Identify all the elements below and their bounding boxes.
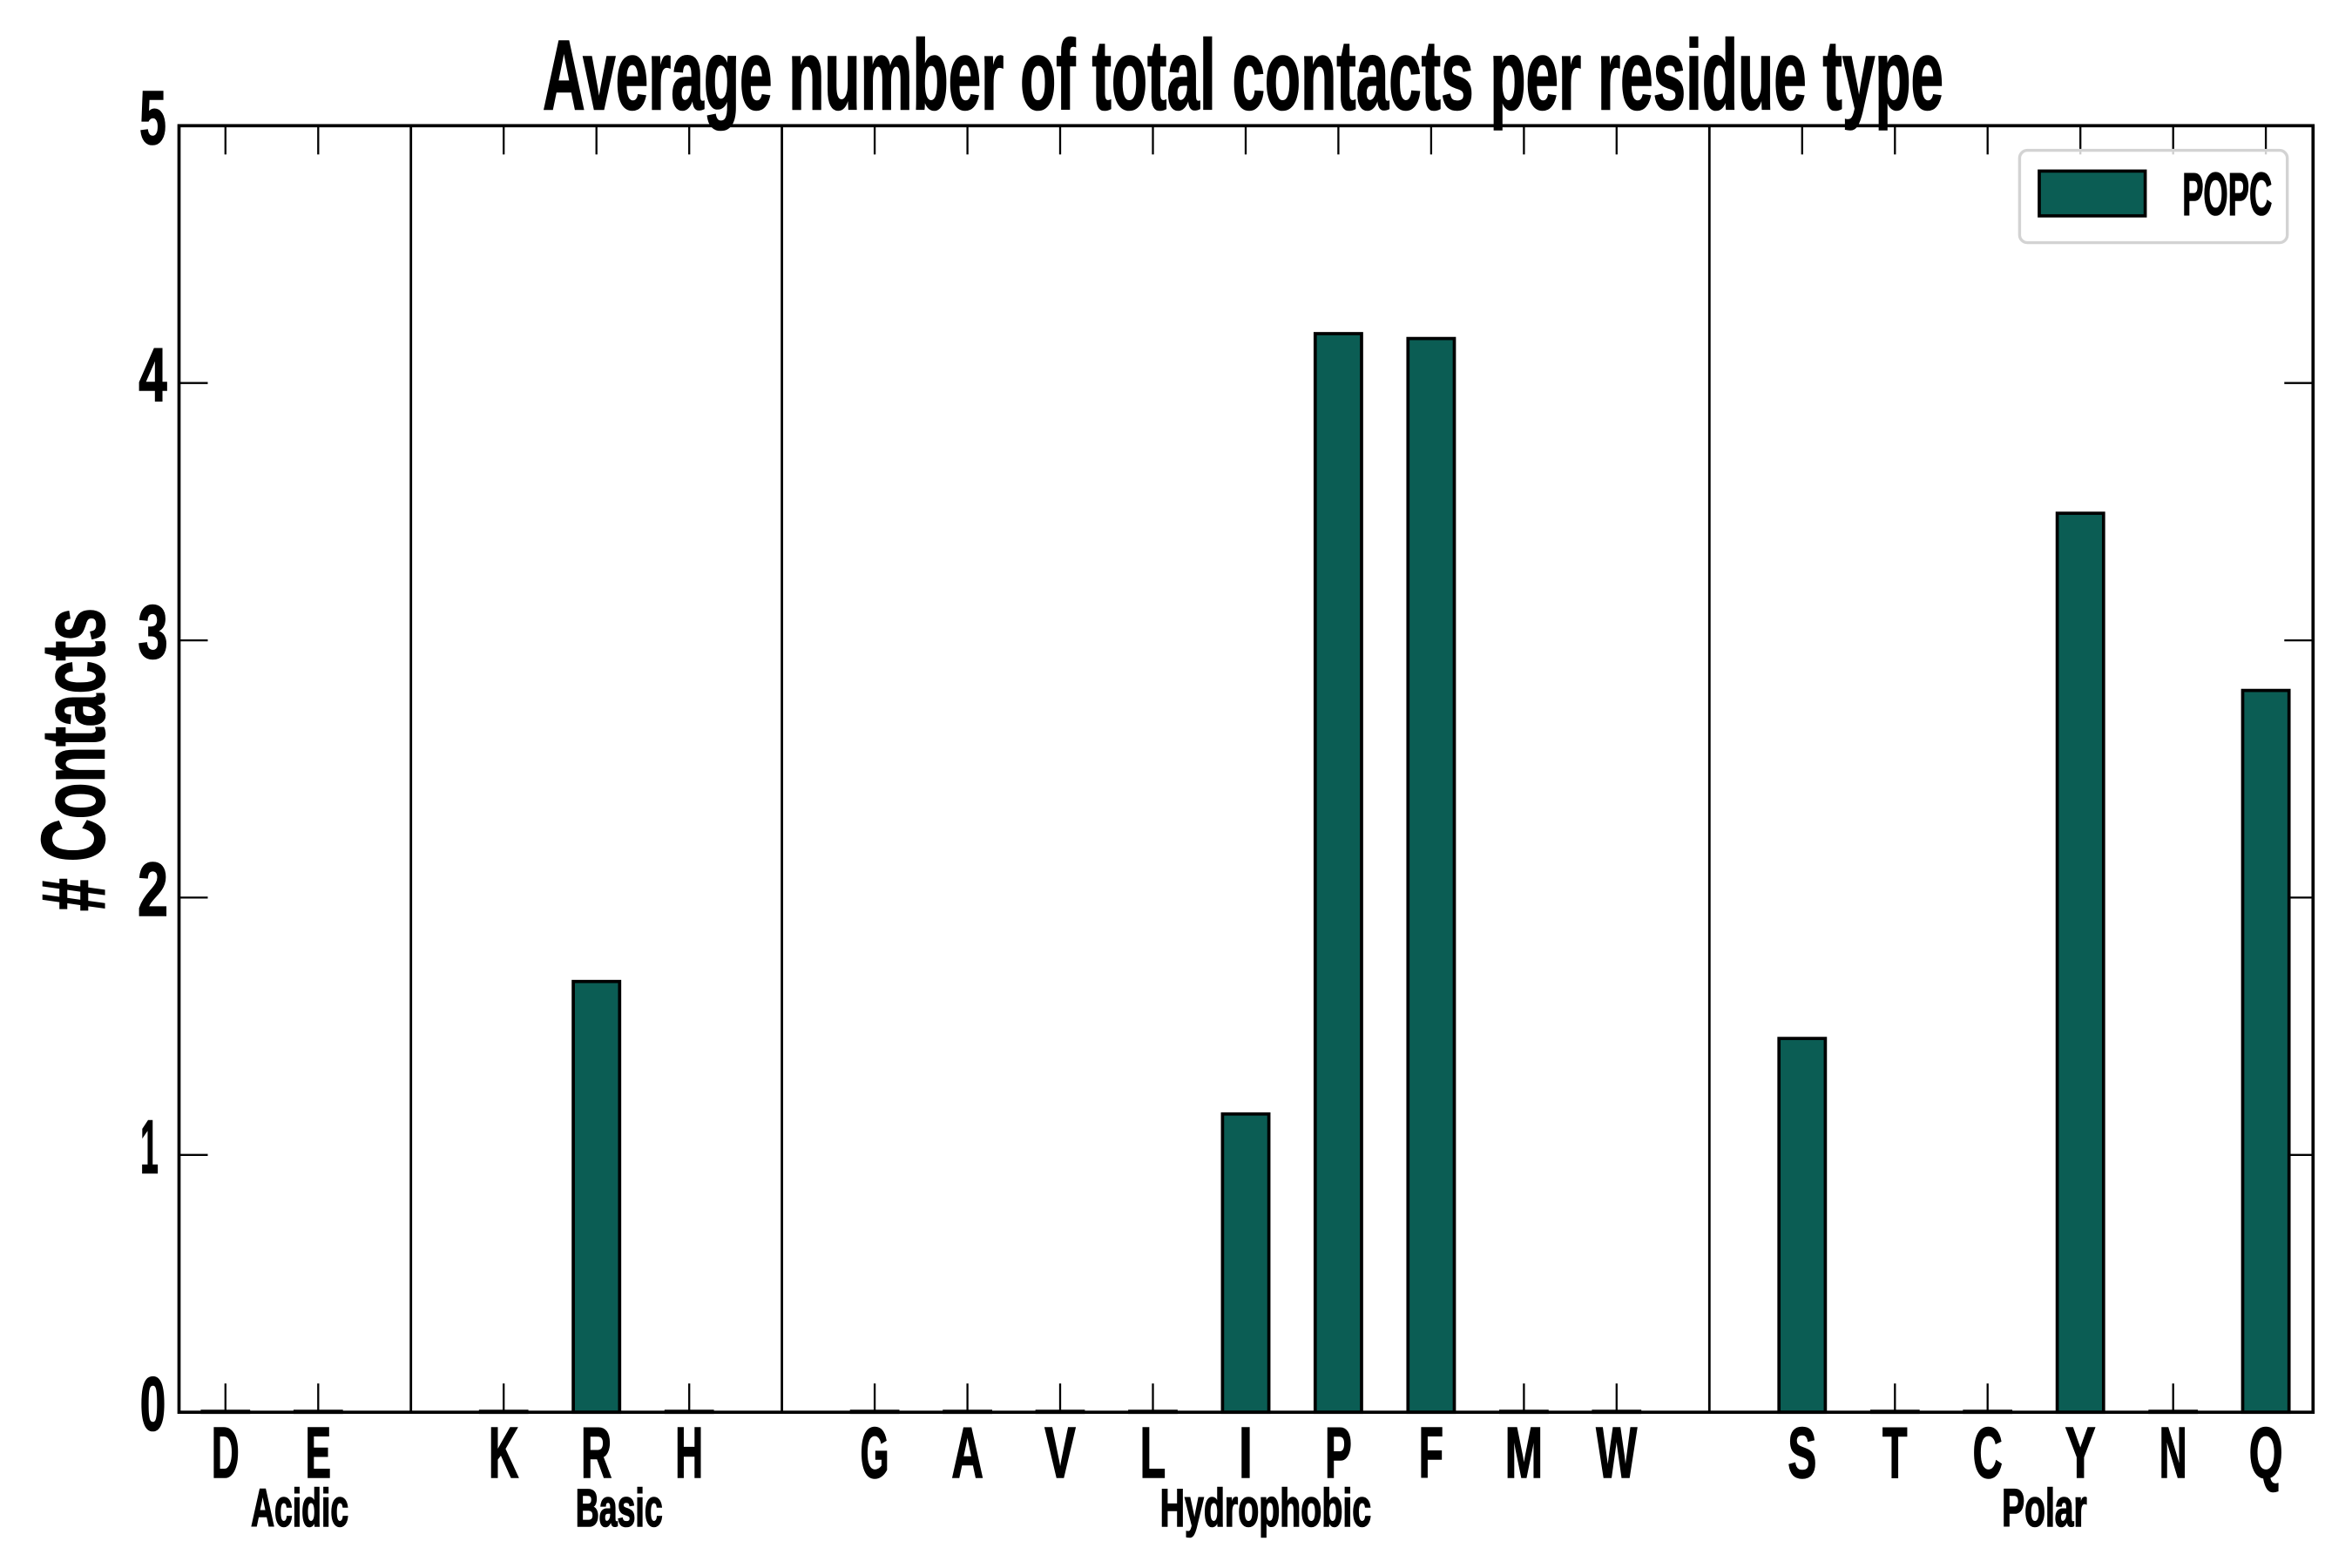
svg-text:K: K xyxy=(489,1412,518,1493)
svg-text:Acidic: Acidic xyxy=(251,1478,348,1538)
svg-text:S: S xyxy=(1788,1412,1816,1493)
svg-text:G: G xyxy=(861,1412,889,1493)
svg-text:V: V xyxy=(1044,1412,1076,1493)
svg-text:C: C xyxy=(1973,1412,2003,1493)
svg-text:F: F xyxy=(1419,1412,1443,1493)
svg-text:Y: Y xyxy=(2065,1412,2096,1493)
svg-text:H: H xyxy=(675,1412,703,1493)
svg-text:L: L xyxy=(1140,1412,1166,1493)
svg-text:3: 3 xyxy=(138,591,167,675)
svg-text:2: 2 xyxy=(138,848,168,932)
svg-text:W: W xyxy=(1596,1412,1637,1493)
svg-text:N: N xyxy=(2159,1412,2187,1493)
svg-text:POPC: POPC xyxy=(2182,161,2272,228)
svg-text:Average number of total contac: Average number of total contacts per res… xyxy=(543,20,1943,131)
svg-text:P: P xyxy=(1325,1412,1352,1493)
svg-text:A: A xyxy=(951,1412,983,1493)
svg-text:R: R xyxy=(581,1412,612,1493)
svg-text:D: D xyxy=(212,1412,240,1493)
svg-text:0: 0 xyxy=(140,1362,166,1447)
svg-text:I: I xyxy=(1239,1412,1253,1493)
svg-text:T: T xyxy=(1882,1412,1908,1493)
svg-text:Polar: Polar xyxy=(2002,1478,2087,1538)
svg-text:5: 5 xyxy=(139,76,166,160)
svg-text:E: E xyxy=(306,1412,331,1493)
svg-text:4: 4 xyxy=(139,333,166,417)
svg-text:Basic: Basic xyxy=(576,1478,663,1538)
svg-text:Q: Q xyxy=(2249,1412,2283,1493)
svg-text:1: 1 xyxy=(140,1105,159,1189)
svg-text:# Contacts: # Contacts xyxy=(24,608,124,911)
svg-text:M: M xyxy=(1505,1412,1544,1493)
svg-text:Hydrophobic: Hydrophobic xyxy=(1160,1478,1372,1538)
